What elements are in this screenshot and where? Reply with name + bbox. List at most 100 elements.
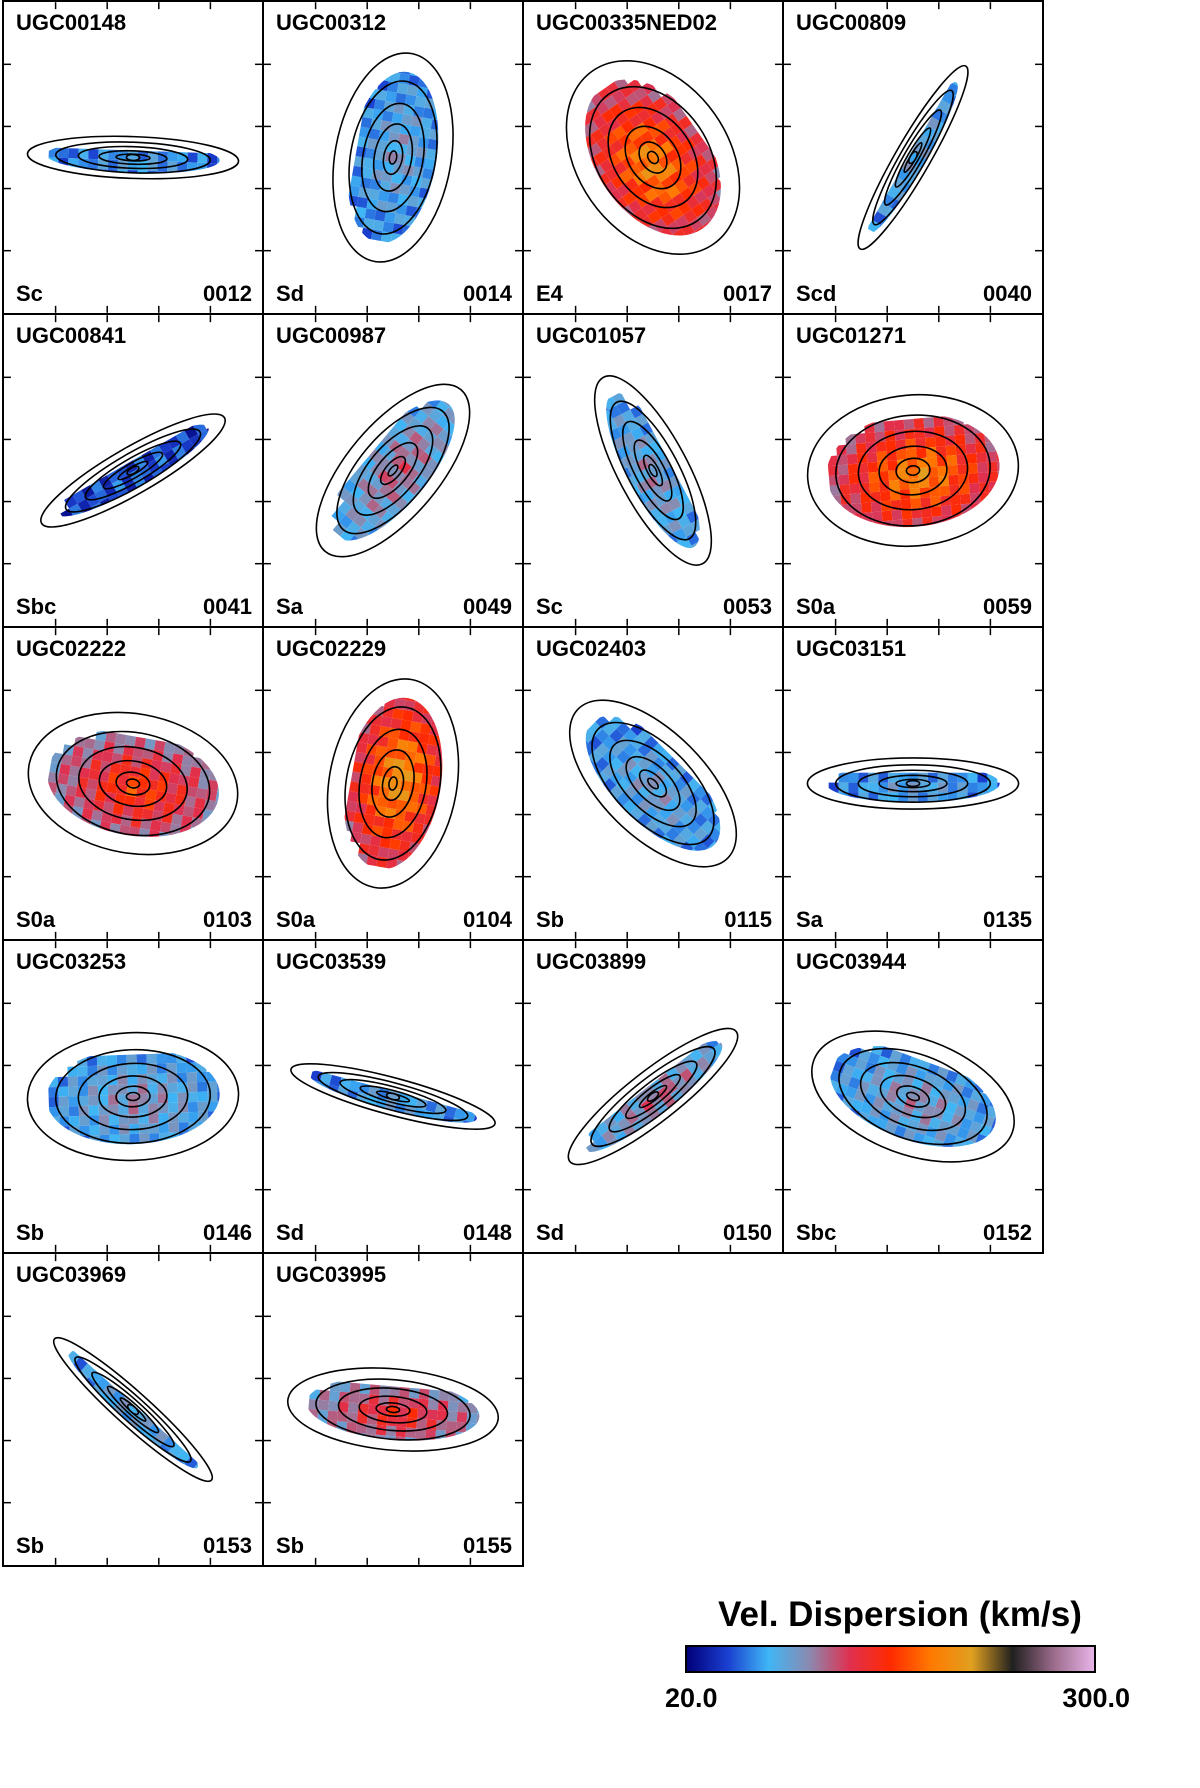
spaxel [360, 116, 373, 129]
spaxel [977, 462, 988, 474]
spaxel [339, 514, 354, 529]
spaxel [217, 781, 228, 794]
spaxel [431, 714, 443, 727]
spaxel [126, 1054, 137, 1065]
spaxel [854, 1089, 867, 1103]
spaxel [368, 128, 381, 140]
spaxel [849, 483, 861, 495]
spaxel [967, 782, 978, 793]
spaxel [384, 1435, 396, 1447]
spaxel [689, 132, 704, 146]
spaxel [689, 1048, 704, 1063]
spaxel [370, 476, 385, 491]
spaxel [391, 112, 404, 124]
spaxel [395, 689, 408, 701]
spaxel [109, 1144, 121, 1148]
spaxel [880, 1046, 894, 1059]
spaxel [593, 115, 607, 129]
spaxel [370, 714, 383, 726]
spaxel [595, 1121, 610, 1136]
spaxel [422, 107, 435, 120]
spaxel [87, 1075, 98, 1086]
spaxel [157, 1073, 168, 1084]
plate-id-label: 0103 [203, 907, 252, 932]
spaxel [977, 472, 989, 483]
spaxel [409, 431, 424, 446]
morph-type-label: Sb [536, 907, 565, 932]
spaxel [882, 1099, 895, 1113]
isophote-contour [358, 728, 428, 839]
isophote-contour [638, 769, 668, 798]
spaxel [173, 803, 185, 816]
spaxel [132, 746, 145, 758]
spaxel [888, 1081, 902, 1094]
morph-type-label: Scd [796, 281, 837, 306]
spaxel [392, 708, 404, 720]
galaxy-panel: UGC00335NED02 E4 0017 [522, 0, 784, 315]
spaxel [442, 767, 454, 779]
galaxy-name-label: UGC01271 [796, 323, 907, 348]
spaxel [847, 463, 859, 475]
spaxel [656, 119, 671, 133]
spaxel [947, 782, 958, 793]
spaxel [361, 823, 374, 836]
spaxel [380, 716, 393, 728]
spaxel [177, 1092, 188, 1103]
spaxel [196, 1061, 207, 1073]
galaxy-dispersion-map [784, 2, 1042, 313]
spaxel [119, 1144, 131, 1148]
spaxel [889, 479, 900, 491]
spaxel [200, 818, 213, 831]
spaxel [163, 449, 178, 463]
spaxel [625, 92, 640, 107]
spaxel [108, 1114, 120, 1125]
spaxel [989, 491, 1001, 502]
spaxel [410, 832, 423, 844]
spaxel [907, 1087, 921, 1101]
spaxel [217, 1110, 222, 1122]
spaxel [206, 162, 218, 174]
spaxel [407, 195, 419, 208]
spaxel [68, 1096, 79, 1107]
morph-type-label: Sb [16, 1220, 45, 1245]
spaxel [911, 507, 923, 519]
spaxel [658, 190, 672, 205]
spaxel [207, 1111, 219, 1122]
spaxel [85, 788, 97, 800]
spaxel [670, 121, 685, 136]
spaxel [375, 745, 388, 757]
spaxel [891, 509, 903, 521]
spaxel [407, 135, 420, 147]
spaxel [48, 157, 59, 168]
morph-type-label: Sd [276, 281, 305, 306]
spaxel [97, 830, 110, 843]
spaxel [381, 110, 394, 123]
plate-id-label: 0152 [983, 1220, 1032, 1245]
spaxel [375, 89, 388, 101]
isophote-contour [638, 1084, 668, 1109]
spaxel [627, 78, 642, 93]
spaxel [704, 170, 719, 185]
morph-type-label: Sc [16, 281, 43, 306]
spaxel [663, 488, 677, 502]
spaxel [187, 1092, 198, 1103]
spaxel [176, 784, 188, 796]
spaxel [423, 158, 436, 170]
spaxel [215, 791, 228, 803]
spaxel [987, 772, 998, 783]
spaxel [384, 211, 396, 224]
spaxel [921, 125, 936, 139]
spaxel [426, 744, 438, 756]
spaxel [99, 1144, 111, 1148]
isophote-contour [642, 454, 664, 487]
spaxel [400, 174, 413, 186]
spaxel [672, 107, 687, 122]
isophote-contour [371, 749, 415, 818]
spaxel [344, 493, 359, 508]
spaxel [667, 135, 682, 150]
spaxel [947, 464, 959, 476]
spaxel [623, 141, 638, 156]
spaxel [67, 1066, 78, 1077]
plate-id-label: 0153 [203, 1533, 252, 1558]
galaxy-panel: UGC00148 Sc 0012 [2, 0, 264, 315]
